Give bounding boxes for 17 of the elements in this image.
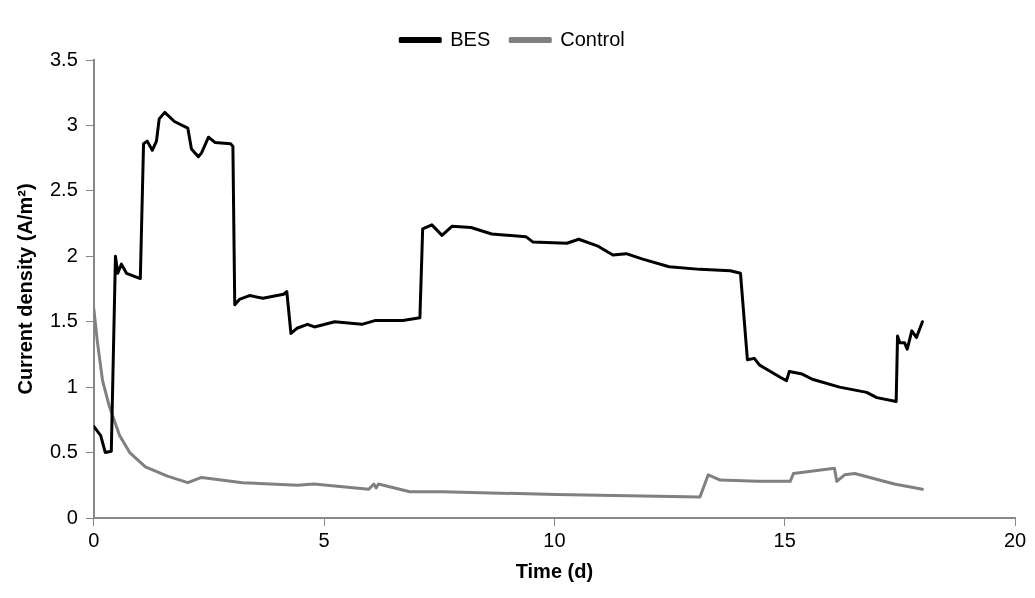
x-tick-label: 20 bbox=[1003, 528, 1027, 551]
y-tick-label: 1 bbox=[66, 374, 78, 397]
y-tick-label: 1.5 bbox=[49, 309, 78, 332]
y-tick-label: 0.5 bbox=[49, 440, 78, 463]
x-axis-title: Time (d) bbox=[515, 559, 594, 582]
y-tick-label: 3.5 bbox=[49, 47, 78, 70]
legend-label: Control bbox=[560, 27, 625, 50]
legend-label: BES bbox=[450, 27, 491, 50]
y-tick-label: 3 bbox=[66, 112, 78, 135]
y-axis-title: Current density (A/m²) bbox=[13, 183, 36, 395]
x-tick-label: 15 bbox=[773, 528, 796, 551]
y-tick-label: 2.5 bbox=[49, 178, 78, 201]
y-tick-label: 0 bbox=[66, 505, 78, 528]
x-tick-label: 0 bbox=[88, 528, 100, 551]
y-tick-label: 2 bbox=[66, 243, 78, 266]
x-tick-label: 5 bbox=[318, 528, 330, 551]
x-tick-label: 10 bbox=[543, 528, 566, 551]
